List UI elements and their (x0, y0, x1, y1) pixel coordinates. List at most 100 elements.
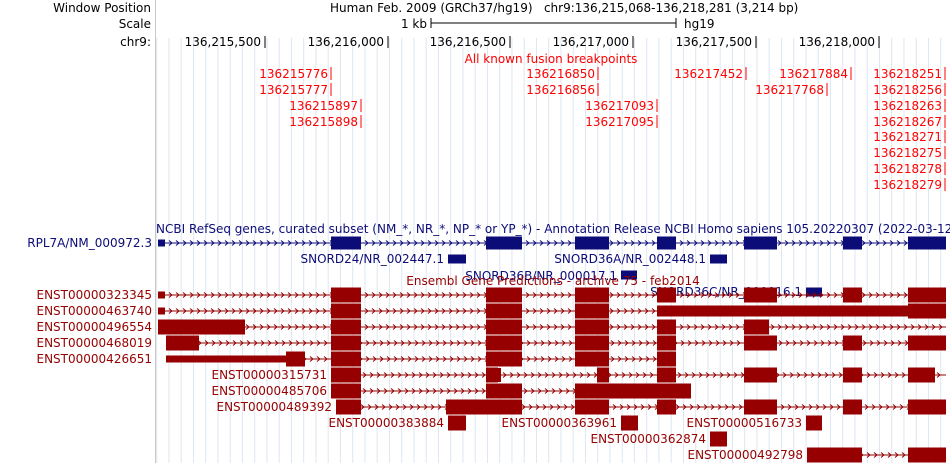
exon-block[interactable] (448, 415, 466, 431)
exon-block[interactable] (331, 287, 361, 303)
refseq-genes-track[interactable]: RPL7A/NM_000972.3 SNORD24/NR_002447.1 SNOR… (27, 236, 946, 299)
transcript-label[interactable]: ENST00000516733 (687, 416, 803, 430)
breakpoint-label[interactable]: 136218251 (873, 67, 942, 81)
exon-block[interactable] (806, 287, 822, 297)
exon-block[interactable] (908, 287, 946, 303)
transcript-enst00000363961[interactable] (621, 415, 638, 431)
transcript-enst00000383884[interactable] (448, 415, 466, 431)
transcript-enst00000496554[interactable] (158, 319, 946, 335)
transcript-label[interactable]: ENST00000362874 (591, 432, 707, 446)
exon-block[interactable] (486, 303, 522, 319)
breakpoint-label[interactable]: 136218271 (873, 130, 942, 144)
gene-snord24[interactable] (448, 254, 466, 264)
exon-block[interactable] (657, 399, 676, 415)
breakpoint-label[interactable]: 136217884 (779, 67, 848, 81)
exon-block[interactable] (336, 399, 361, 415)
fusion-breakpoints-track[interactable]: 136215776 136215777 136215897 136215898 1362… (259, 67, 946, 192)
transcript-enst00000492798[interactable] (807, 447, 946, 463)
exon-block[interactable] (331, 236, 361, 250)
exon-block[interactable] (166, 335, 199, 351)
breakpoint-label[interactable]: 136216850 (526, 67, 595, 81)
exon-block[interactable] (843, 287, 862, 303)
exon-block[interactable] (657, 335, 676, 351)
exon-block[interactable] (744, 319, 769, 335)
exon-block[interactable] (657, 305, 946, 317)
exon-block[interactable] (575, 236, 609, 250)
transcript-enst00000468019[interactable] (166, 335, 946, 351)
breakpoint-label[interactable]: 136215777 (259, 83, 328, 97)
fusion-track-title[interactable]: All known fusion breakpoints (465, 52, 638, 66)
exon-block[interactable] (158, 319, 245, 335)
breakpoint-label[interactable]: 136218263 (873, 99, 942, 113)
exon-block[interactable] (166, 355, 286, 363)
breakpoint-label[interactable]: 136215776 (259, 67, 328, 81)
breakpoint-label[interactable]: 136217452 (674, 67, 743, 81)
exon-block[interactable] (575, 335, 609, 351)
exon-block[interactable] (486, 236, 522, 250)
ensembl-genes-track[interactable]: ENST00000323345 ENST00000463740 ENST000004… (37, 287, 947, 463)
exon-block[interactable] (657, 367, 676, 383)
breakpoint-label[interactable]: 136216856 (526, 83, 595, 97)
exon-block[interactable] (331, 303, 361, 319)
exon-block[interactable] (806, 415, 822, 431)
exon-block[interactable] (744, 287, 777, 303)
breakpoint-label[interactable]: 136218275 (873, 146, 942, 160)
breakpoint-label[interactable]: 136215898 (289, 115, 358, 129)
gene-rpl7a[interactable] (158, 236, 946, 250)
exon-block[interactable] (710, 254, 727, 264)
exon-block[interactable] (575, 351, 609, 367)
exon-block[interactable] (446, 399, 522, 415)
exon-block[interactable] (497, 368, 501, 382)
exon-block[interactable] (486, 335, 522, 351)
exon-block[interactable] (908, 367, 935, 383)
exon-block[interactable] (158, 307, 165, 315)
exon-block[interactable] (843, 236, 862, 250)
exon-block[interactable] (575, 383, 691, 399)
transcript-label[interactable]: ENST00000485706 (212, 384, 328, 398)
exon-block[interactable] (575, 319, 609, 335)
exon-block[interactable] (843, 399, 862, 415)
exon-block[interactable] (331, 335, 361, 351)
gene-snord36b[interactable] (621, 270, 637, 280)
exon-block[interactable] (657, 287, 676, 303)
exon-block[interactable] (744, 367, 777, 383)
exon-block[interactable] (158, 291, 165, 299)
exon-block[interactable] (597, 367, 609, 383)
exon-block[interactable] (744, 335, 777, 351)
exon-block[interactable] (331, 319, 361, 335)
exon-block[interactable] (486, 287, 522, 303)
exon-block[interactable] (331, 351, 361, 367)
exon-block[interactable] (486, 383, 522, 399)
exon-block[interactable] (908, 236, 946, 250)
exon-block[interactable] (843, 367, 862, 383)
exon-block[interactable] (908, 399, 946, 415)
breakpoint-label[interactable]: 136218278 (873, 162, 942, 176)
transcript-enst00000485706[interactable] (331, 383, 691, 399)
exon-block[interactable] (807, 447, 862, 463)
exon-block[interactable] (908, 303, 946, 319)
exon-block[interactable] (908, 335, 946, 351)
transcript-label[interactable]: ENST00000383884 (329, 416, 445, 430)
exon-block[interactable] (744, 236, 777, 250)
transcript-enst00000362874[interactable] (710, 431, 727, 447)
exon-block[interactable] (486, 319, 522, 335)
transcript-enst00000426651[interactable] (166, 351, 676, 367)
exon-block[interactable] (575, 287, 609, 303)
breakpoint-label[interactable]: 136218267 (873, 115, 942, 129)
gene-label[interactable]: RPL7A/NM_000972.3 (27, 236, 152, 250)
transcript-label[interactable]: ENST00000496554 (37, 320, 153, 334)
transcript-enst00000323345[interactable] (158, 287, 946, 303)
breakpoint-label[interactable]: 136217768 (755, 83, 824, 97)
gene-label[interactable]: SNORD24/NR_002447.1 (300, 252, 444, 266)
exon-block[interactable] (621, 270, 637, 280)
transcript-label[interactable]: ENST00000323345 (37, 288, 153, 302)
transcript-enst00000463740[interactable] (158, 303, 946, 319)
breakpoint-label[interactable]: 136217093 (585, 99, 654, 113)
breakpoint-label[interactable]: 136217095 (585, 115, 654, 129)
transcript-label[interactable]: ENST00000426651 (37, 352, 153, 366)
transcript-enst00000489392[interactable] (336, 399, 946, 415)
exon-block[interactable] (908, 447, 946, 463)
breakpoint-label[interactable]: 136218256 (873, 83, 942, 97)
gene-snord36c[interactable] (806, 287, 822, 297)
